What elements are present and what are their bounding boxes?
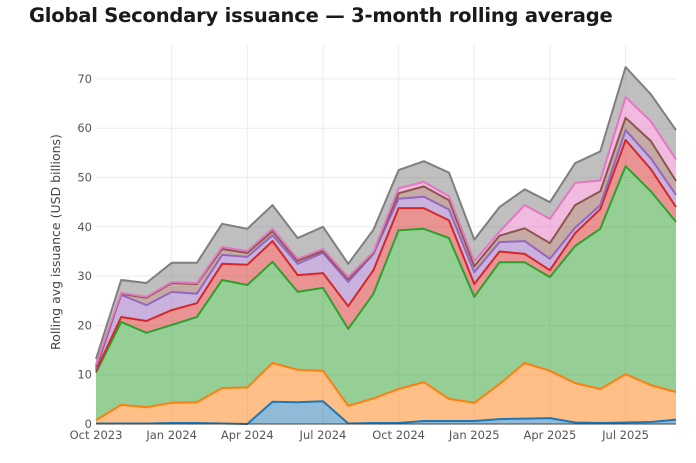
y-tick-label: 50	[77, 171, 92, 185]
y-tick-label: 10	[77, 368, 92, 382]
y-tick-label: 0	[85, 417, 92, 431]
chart-title: Global Secondary issuance — 3-month roll…	[29, 4, 613, 27]
area-series-7	[96, 67, 676, 365]
area-series	[96, 67, 676, 424]
y-tick-label: 70	[77, 72, 92, 86]
y-tick-label: 60	[77, 121, 92, 135]
x-tick-label: Oct 2024	[372, 428, 425, 442]
area-series-1	[96, 362, 676, 424]
x-tick-label: Jul 2024	[299, 428, 347, 442]
y-tick-label: 40	[77, 220, 92, 234]
x-tick-label: Apr 2024	[221, 428, 274, 442]
x-tick-label: Jan 2025	[448, 428, 500, 442]
line-series-1	[95, 361, 677, 421]
area-series-3	[96, 140, 676, 373]
x-tick-label: Apr 2025	[523, 428, 576, 442]
line-series-3	[95, 139, 677, 372]
x-tick-label: Oct 2023	[70, 428, 123, 442]
area-series-2	[96, 166, 676, 421]
x-tick-label: Jul 2025	[601, 428, 649, 442]
y-axis-label: Rolling avg issuance (USD billions)	[48, 134, 63, 350]
line-series-6	[95, 96, 677, 366]
axes: 0 10 20 30 40 50 60 70 Oct 2023 Jan 2024 Apr 2024 J…	[70, 72, 676, 442]
line-series-0	[96, 400, 677, 425]
line-series-2	[95, 165, 677, 374]
y-tick-label: 30	[77, 269, 92, 283]
line-series-4	[95, 129, 677, 370]
line-series-7	[95, 66, 677, 360]
x-tick-label: Jan 2024	[145, 428, 197, 442]
series-lines	[95, 66, 677, 425]
y-tick-label: 20	[77, 318, 92, 332]
